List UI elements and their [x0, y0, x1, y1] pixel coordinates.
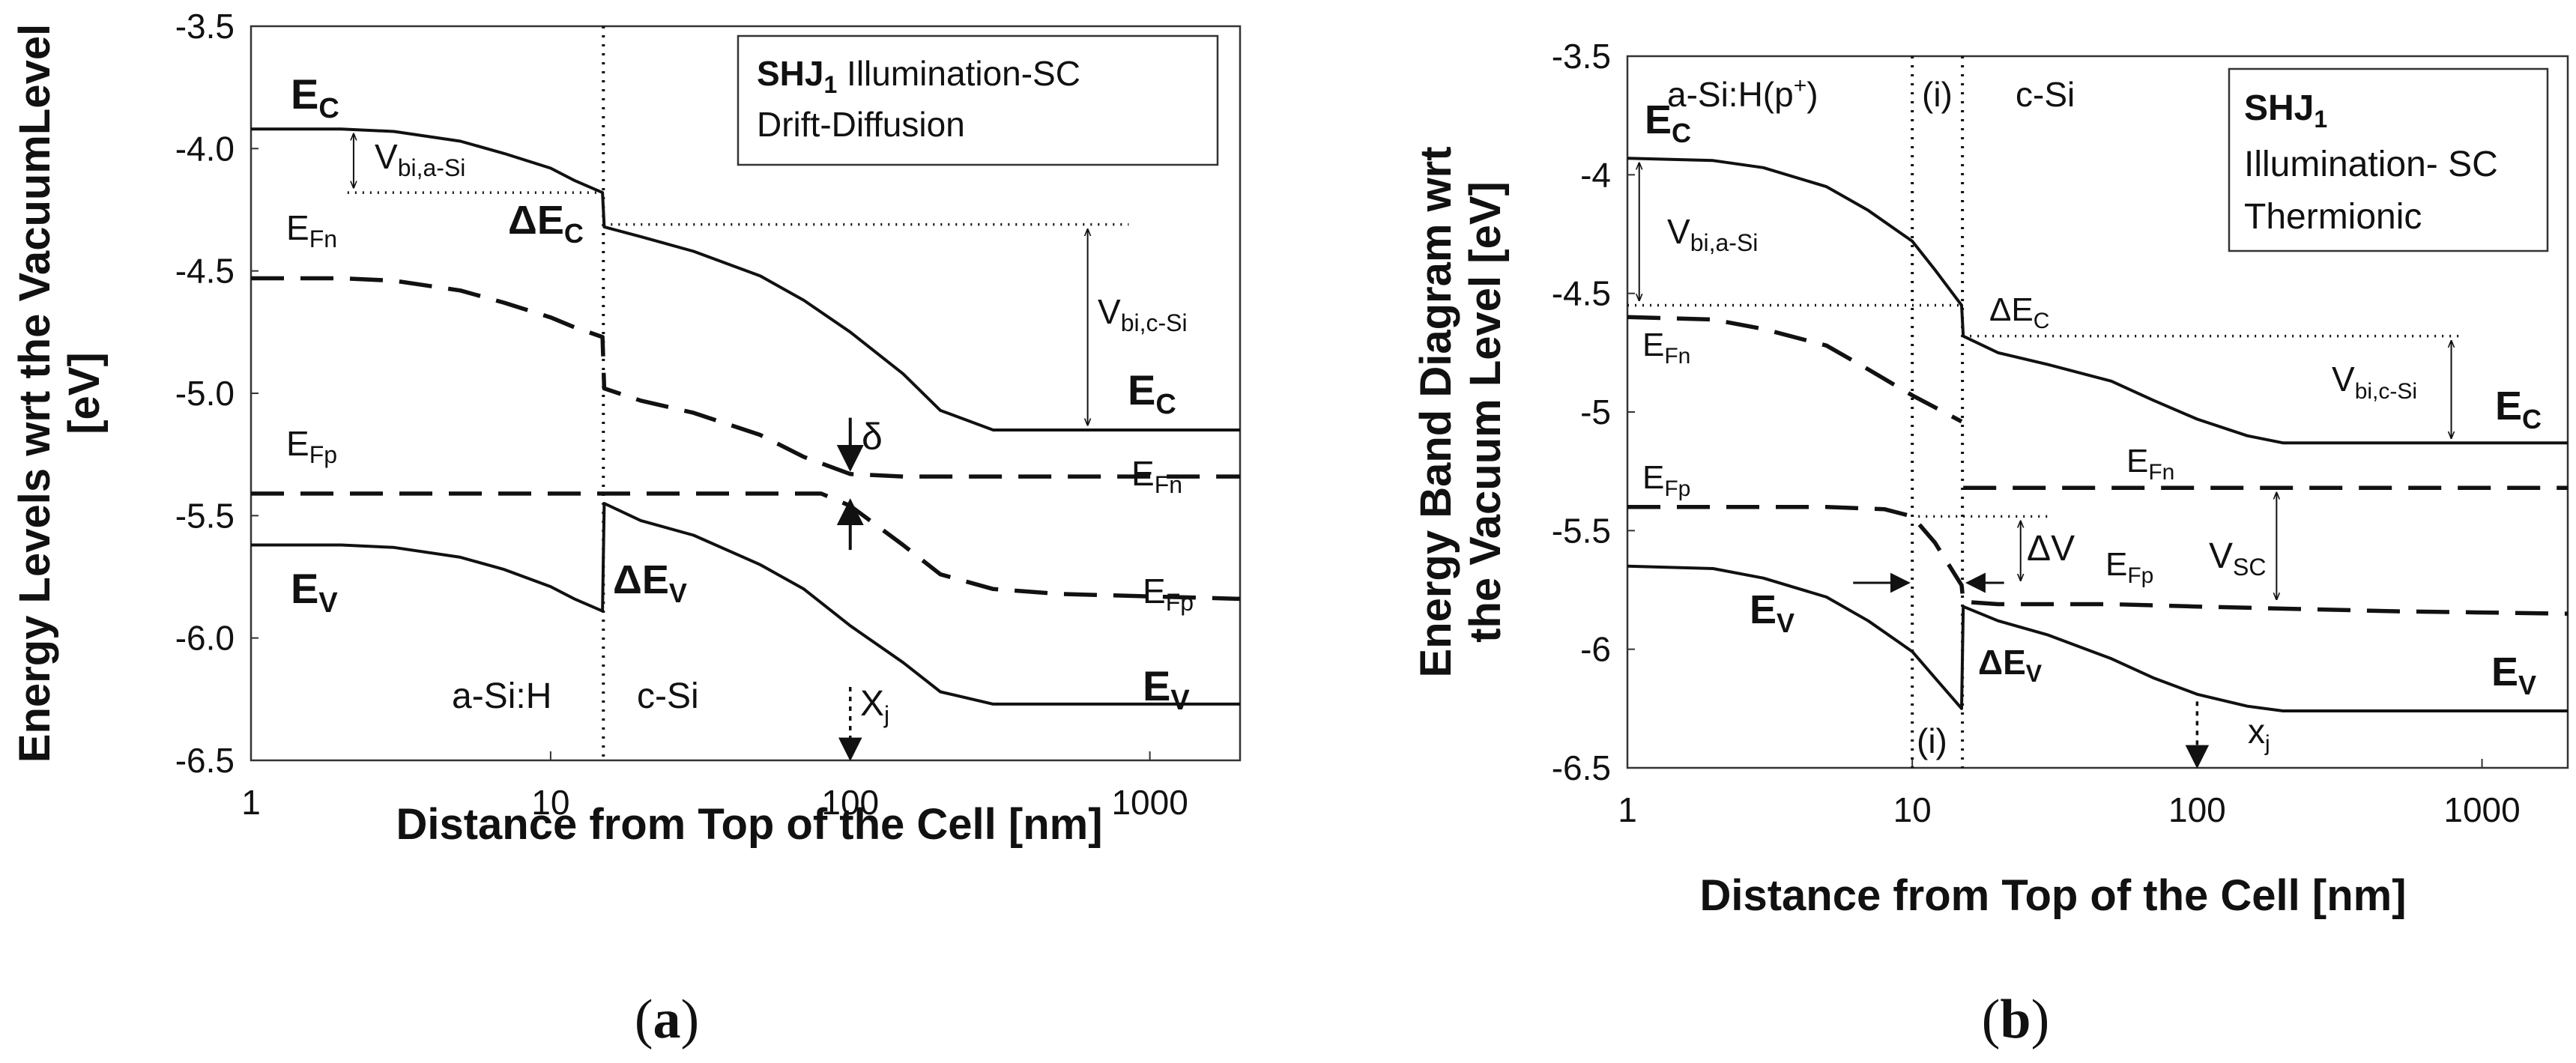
panel-a-delta-ec-label: ΔEC [508, 198, 584, 249]
series-ec-line [251, 127, 1240, 431]
panel-a-delta-label: δ [862, 416, 883, 458]
y-tick-label: -3.5 [175, 7, 235, 46]
panel-a-ev-right-label: EV [1143, 662, 1190, 716]
series-ev-line [251, 502, 1240, 706]
panel-b-x-ticks: 1 10 100 1000 [1618, 759, 2521, 829]
y-tick-label: -5.0 [175, 374, 235, 413]
panel-b-efn-left-label: EFn [1642, 327, 1690, 369]
panel-a-region-csi-label: c-Si [637, 676, 699, 716]
panel-b-delta-ec-label: ΔEC [1989, 291, 2049, 333]
panel-a-legend-box [737, 34, 1219, 166]
panel-b-delta-ev-label: ΔEV [1978, 643, 2043, 687]
panel-b-ec-left-label: EC [1645, 97, 1691, 148]
panel-a-region-asi-label: a-Si:H [452, 676, 551, 716]
x-tick-label: 1 [1618, 790, 1637, 829]
panel-b-chart: -3.5 -4 -4.5 -5 -5.5 -6 -6.5 1 10 100 1000 SHJ1 I… [1412, 37, 2569, 920]
series-ev-line [1627, 564, 2568, 712]
panel-a-series [251, 127, 1241, 706]
y-tick-label: -6.0 [175, 619, 235, 658]
panel-a-y-ticks: -3.5 -4.0 -4.5 -5.0 -5.5 -6.0 -6.5 [175, 7, 258, 780]
panel-a-x-ticks: 1 10 100 1000 [241, 751, 1188, 822]
y-tick-label: -5.5 [1552, 511, 1611, 550]
panel-b-efn-right-label: EFn [2126, 443, 2174, 485]
panel-b-legend-box [2228, 67, 2549, 252]
x-tick-label: 100 [2168, 790, 2226, 829]
panel-b-ev-left-label: EV [1750, 587, 1795, 638]
panel-b-vbi-asi-label: Vbi,a-Si [1667, 212, 1758, 256]
series-ec-line [1627, 157, 2568, 445]
panel-a-annotations [347, 134, 1129, 762]
panel-b-region-csi-label: c-Si [2016, 75, 2075, 114]
panel-b-legend-line2: Illumination- SC [2244, 145, 2498, 184]
y-tick-label: -6 [1580, 630, 1611, 669]
x-tick-label: 1000 [2443, 790, 2520, 829]
panel-b-legend-line3: Thermionic [2244, 197, 2422, 237]
y-tick-label: -4.5 [175, 252, 235, 291]
panel-b-efp-right-label: EFp [2105, 546, 2153, 588]
panel-a-legend-line2: Drift-Diffusion [757, 105, 965, 144]
panel-a-ec-right-label: EC [1128, 366, 1176, 420]
y-tick-label: -6.5 [1552, 748, 1611, 787]
panel-a-delta-ev-label: ΔEV [613, 557, 687, 608]
panel-a-y-axis-title-line2: [eV] [60, 352, 109, 434]
panel-a-xj-label: Xj [860, 684, 889, 728]
panel-a-caption: (a) [635, 989, 699, 1050]
panel-b-vbi-csi-label: Vbi,c-Si [2332, 360, 2417, 404]
panel-b-ev-right-label: EV [2491, 649, 2536, 700]
panel-b-y-axis-title-line1: Energy Band Diagram wrt [1412, 146, 1460, 677]
panel-b-annotations [1627, 163, 2462, 769]
panel-b-legend-line1: SHJ1 [2244, 88, 2327, 133]
x-tick-label: 100 [821, 783, 879, 822]
y-tick-label: -5 [1580, 393, 1611, 431]
panel-b-y-ticks: -3.5 -4 -4.5 -5 -5.5 -6 -6.5 [1552, 37, 1635, 787]
panel-b-delta-v-label: ΔV [2027, 529, 2075, 569]
panel-a-legend-line1: SHJ1 Illumination-SC [757, 54, 1080, 98]
panel-b-xj-label: xj [2248, 712, 2270, 756]
x-tick-label: 10 [531, 783, 569, 822]
x-tick-label: 1000 [1111, 783, 1188, 822]
panel-a-ec-left-label: EC [291, 70, 339, 124]
x-tick-label: 1 [241, 783, 261, 822]
y-tick-label: -4.0 [175, 129, 235, 168]
panel-a-efp-left-label: EFp [286, 424, 337, 468]
panel-a-vbi-asi-label: Vbi,a-Si [375, 137, 465, 181]
y-tick-label: -5.5 [175, 496, 235, 535]
x-tick-label: 10 [1893, 790, 1932, 829]
panel-b-series [1627, 157, 2569, 712]
series-efp-line [251, 491, 1241, 602]
panel-b-region-i-label: (i) [1922, 75, 1953, 114]
y-tick-label: -4.5 [1552, 274, 1611, 313]
panel-a-vbi-csi-label: Vbi,c-Si [1098, 292, 1188, 336]
y-tick-label: -3.5 [1552, 37, 1611, 76]
y-tick-label: -6.5 [175, 741, 235, 780]
panel-b-caption: (b) [1982, 989, 2049, 1050]
panel-a-chart: -3.5-4.0-4.5-5.0-5.5-6.0-6.5 1 10 100 1000 … [10, 7, 1242, 849]
panel-b-efp-left-label: EFp [1642, 459, 1690, 501]
panel-a-efn-left-label: EFn [286, 208, 337, 252]
panel-a-ev-left-label: EV [291, 565, 338, 619]
panel-a-x-axis-title: Distance from Top of the Cell [nm] [396, 800, 1102, 849]
panel-b-vsc-label: VSC [2209, 536, 2266, 581]
y-tick-label: -4 [1580, 155, 1611, 194]
panel-a-efp-right-label: EFp [1143, 572, 1194, 616]
panel-a-efn-right-label: EFn [1131, 454, 1182, 498]
panel-b-region-i-bottom-label: (i) [1917, 721, 1947, 760]
series-efn-line [251, 276, 1240, 479]
panel-b-x-axis-title: Distance from Top of the Cell [nm] [1699, 871, 2406, 920]
panel-b-region-asi-label: a-Si:H(p+) [1667, 73, 1818, 114]
series-efp-line [1627, 504, 2569, 616]
panel-b-ec-right-label: EC [2495, 384, 2542, 434]
series-efn-line [1627, 315, 1963, 424]
panel-a-y-axis-title-line1: Energy Levels wrt the VacuumLevel [10, 24, 59, 763]
panel-b-y-axis-title-line2: the Vacuum Level [eV] [1461, 181, 1510, 643]
